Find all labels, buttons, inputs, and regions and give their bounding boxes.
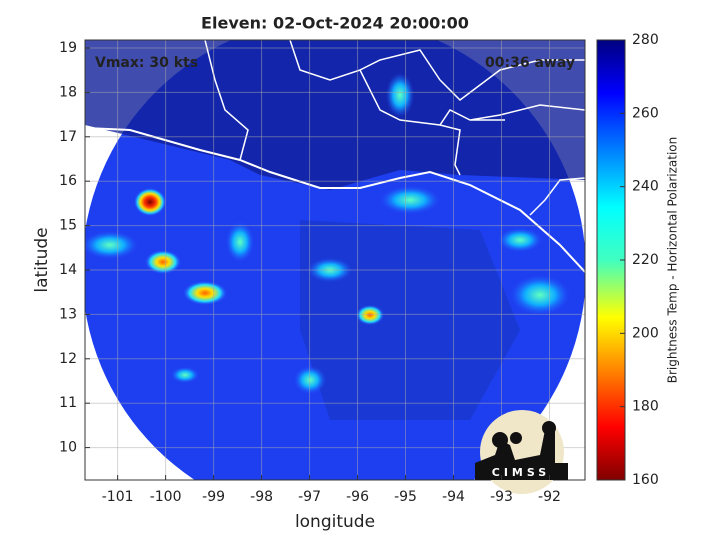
axes-frame (84, 39, 586, 481)
colorbar-tick-label: 280 (632, 32, 659, 48)
time-annotation: 00:36 away (485, 55, 575, 71)
y-tick-label: 12 (59, 351, 77, 367)
x-tick-label: -101 (102, 489, 134, 505)
y-tick-label: 15 (59, 218, 77, 234)
y-tick-label: 13 (59, 306, 77, 322)
x-tick-label: -92 (538, 489, 561, 505)
colorbar-tick-label: 160 (632, 472, 659, 488)
y-axis-label: latitude (32, 227, 52, 292)
y-tick-label: 14 (59, 262, 77, 278)
x-tick-label: -96 (346, 489, 369, 505)
x-tick-label: -99 (202, 489, 225, 505)
colorbar-tick-label: 200 (632, 325, 659, 341)
colorbar-tick-label: 180 (632, 399, 659, 415)
logo: CIMSS (475, 410, 568, 494)
logo-text: CIMSS (492, 466, 550, 479)
y-tick-label: 18 (59, 84, 77, 100)
x-tick-label: -100 (150, 489, 182, 505)
y-tick-label: 11 (59, 395, 77, 411)
satellite-image (85, 40, 585, 480)
colorbar-tick-label: 240 (632, 179, 659, 195)
x-tick-label: -94 (442, 489, 465, 505)
x-tick-label: -95 (394, 489, 417, 505)
title: Eleven: 02-Oct-2024 20:00:00 (201, 14, 469, 33)
colorbar-tick-label: 260 (632, 105, 659, 121)
x-axis-label: longitude (295, 512, 375, 532)
y-tick-label: 16 (59, 173, 77, 189)
vmax-annotation: Vmax: 30 kts (95, 55, 198, 71)
y-tick-label: 19 (59, 40, 77, 56)
x-tick-label: -93 (490, 489, 513, 505)
x-tick-label: -98 (250, 489, 273, 505)
y-tick-label: 10 (59, 440, 77, 456)
x-tick-label: -97 (298, 489, 321, 505)
colorbar-label: Brightness Temp - Horizontal Polarizatio… (666, 137, 680, 384)
y-tick-label: 17 (59, 129, 77, 145)
colorbar-tick-label: 220 (632, 252, 659, 268)
